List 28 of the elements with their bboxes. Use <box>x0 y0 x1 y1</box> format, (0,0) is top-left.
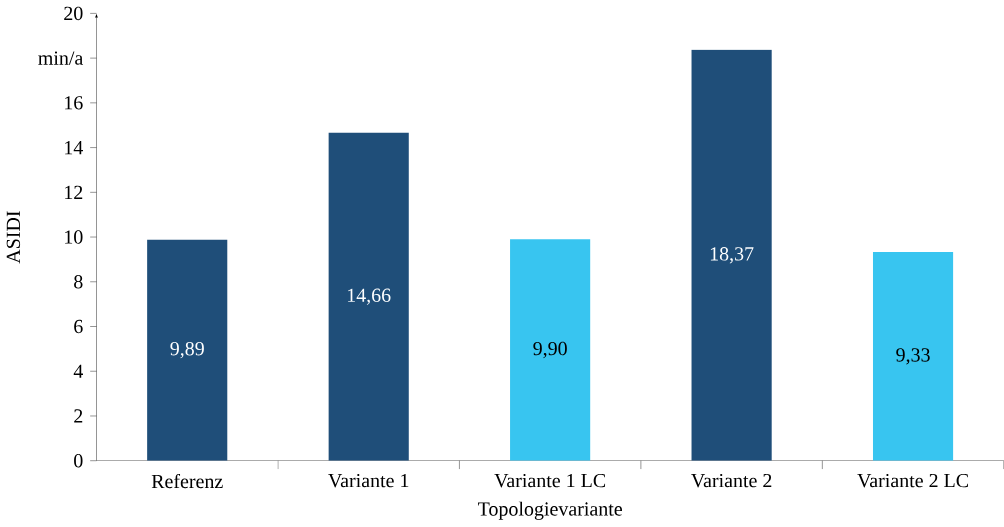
y-tick-label: 10 <box>65 230 83 245</box>
data-label: 14,66 <box>347 288 391 306</box>
y-tick-label: 16 <box>65 96 83 110</box>
bar <box>691 50 772 461</box>
bar <box>328 133 409 461</box>
data-label: 9,89 <box>170 342 204 359</box>
data-label: 9,90 <box>533 342 567 359</box>
y-tick-label: 14 <box>65 141 83 155</box>
y-tick-label: 4 <box>73 364 83 379</box>
y-tick-label: 6 <box>74 320 83 334</box>
x-tick-label: Variante 2 <box>691 474 772 488</box>
x-tick-label: Variante 2 LC <box>857 474 968 488</box>
y-tick-label: 8 <box>74 275 83 289</box>
x-axis-title: Topologievariante <box>478 501 622 521</box>
bar <box>147 239 228 461</box>
x-tick-label: Variante 1 <box>328 474 409 488</box>
bar <box>510 239 591 461</box>
y-tick-label: 2 <box>74 409 83 423</box>
y-tick-label: min/a <box>38 51 84 66</box>
x-tick-label: Variante 1 LC <box>494 474 606 488</box>
bar <box>872 252 954 461</box>
data-label: 18,37 <box>710 247 754 264</box>
y-axis-title: ASIDI <box>6 211 21 264</box>
y-tick-label: 20 <box>64 6 83 21</box>
y-tick-label: 12 <box>65 185 83 200</box>
x-tick-label: Referenz <box>151 474 223 489</box>
data-label: 9,33 <box>896 348 930 365</box>
y-tick-label: 0 <box>74 454 83 468</box>
